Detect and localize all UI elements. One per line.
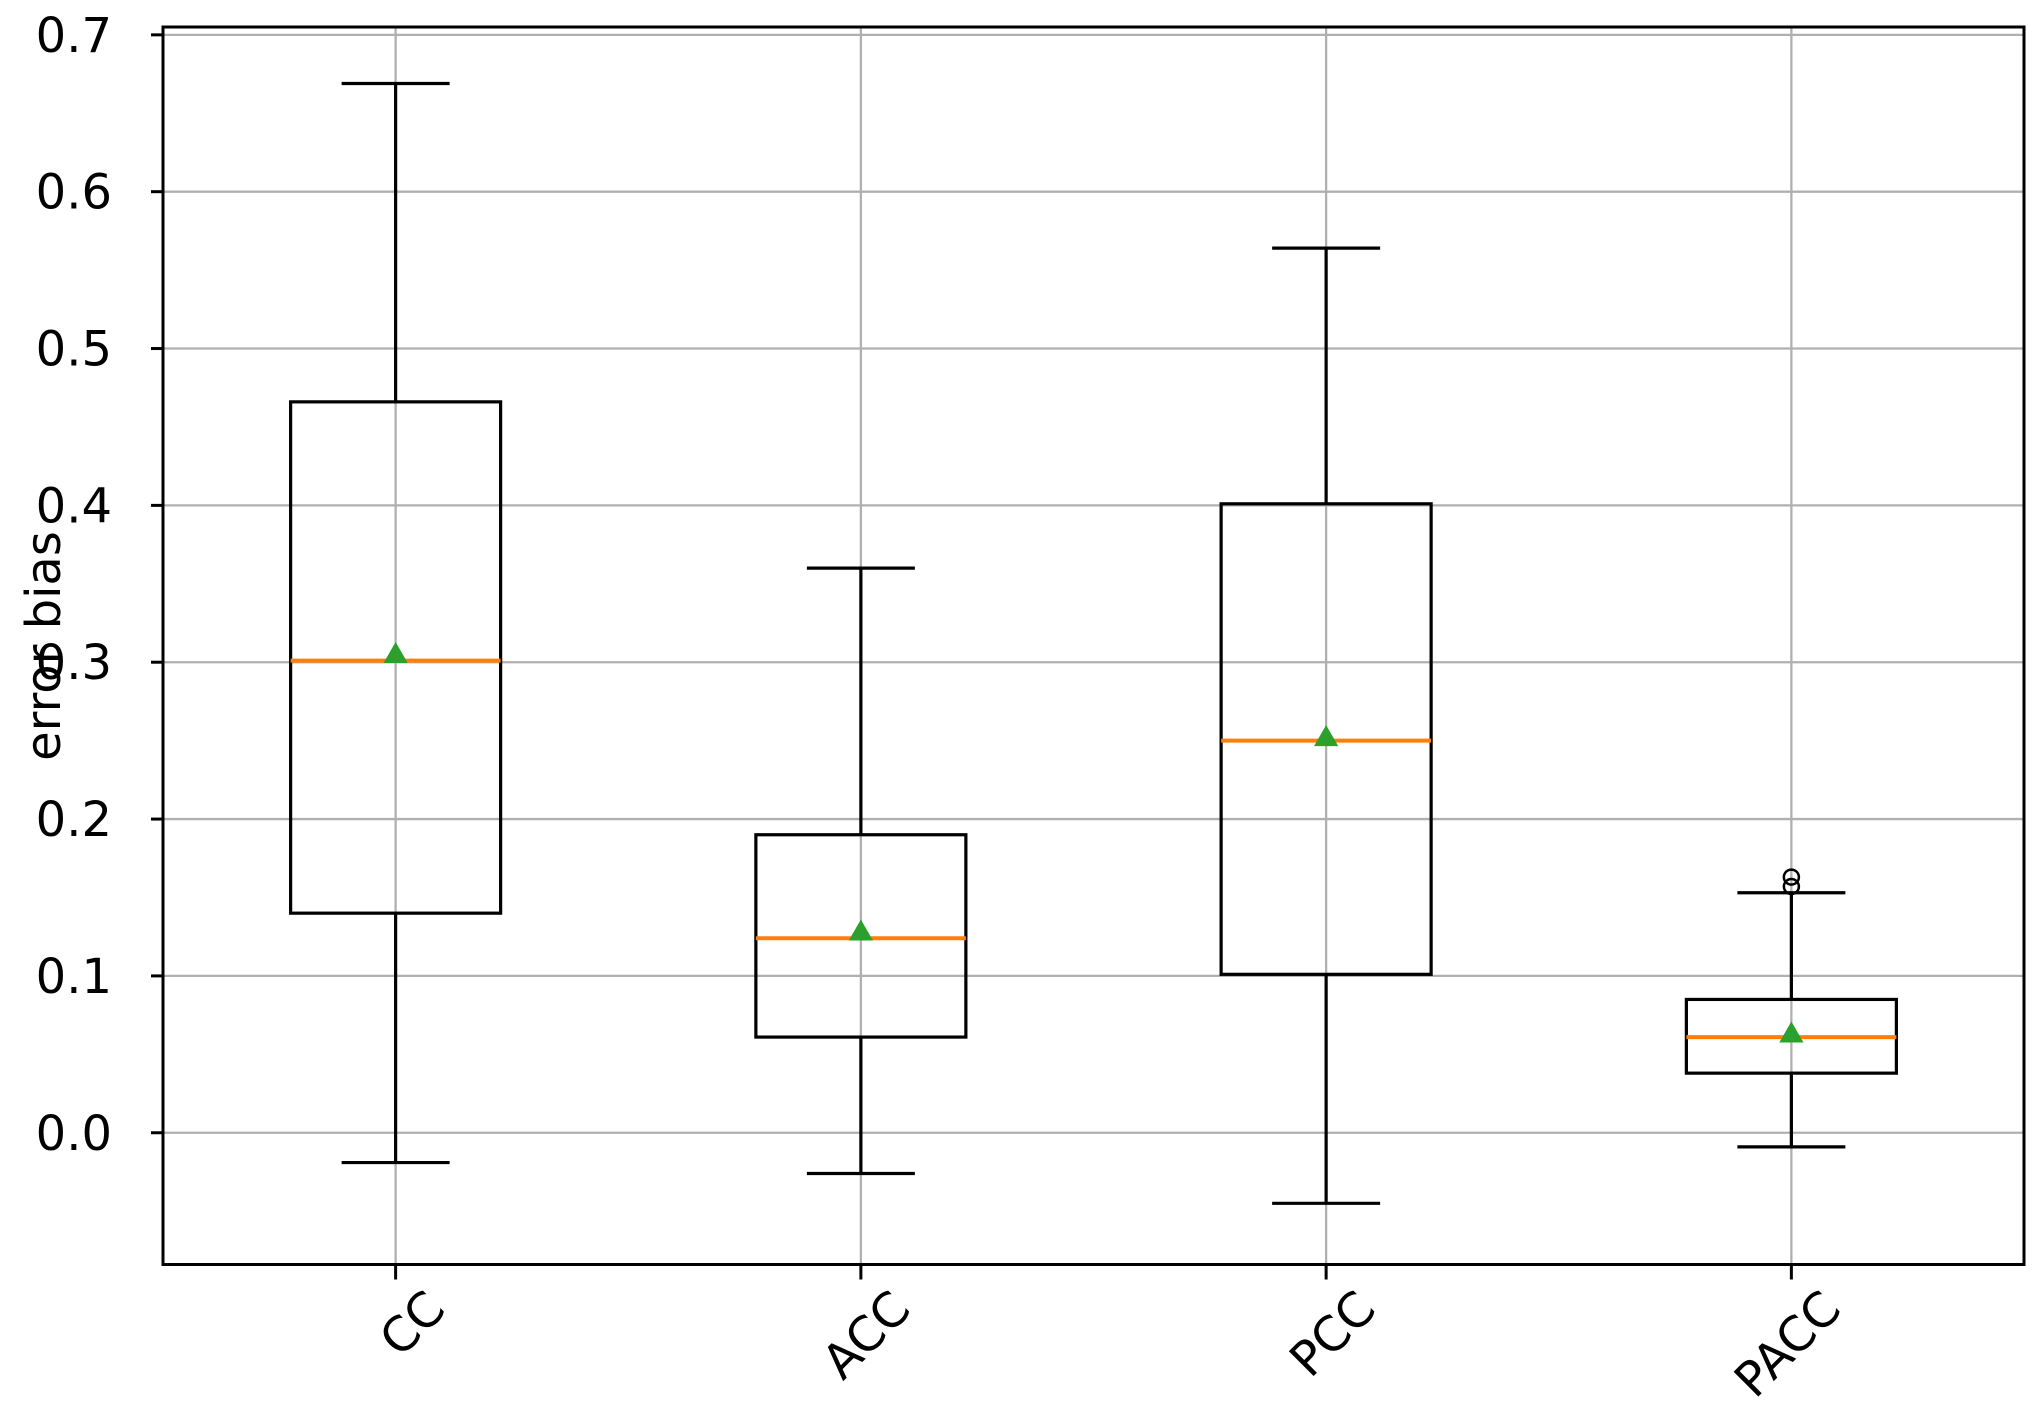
y-tick-label-0.7: 0.7 (36, 8, 112, 64)
x-tick-label-CC: CC (369, 1280, 456, 1367)
boxes-layer (289, 81, 1898, 1205)
box-group-CC (289, 81, 503, 1165)
mean-marker-PCC (1314, 725, 1339, 747)
axes-border (161, 25, 2026, 1266)
grid-layer (163, 27, 2024, 1265)
iqr-box-ACC (754, 833, 968, 1039)
labels-layer: error bias (16, 531, 72, 761)
y-tick-label-0.2: 0.2 (36, 792, 112, 848)
y-tick-label-0.3: 0.3 (36, 635, 112, 691)
box-group-ACC (754, 566, 968, 1176)
y-tick-label-0.5: 0.5 (36, 322, 112, 378)
mean-marker-ACC (848, 919, 873, 941)
axes-layer: 0.0 0.1 0.2 0.3 0.4 0.5 0.6 0.7 CC ACC PCC PACC (36, 8, 2026, 1408)
y-tick-label-0.6: 0.6 (36, 165, 112, 221)
mean-marker-CC (383, 641, 408, 663)
box-group-PCC (1219, 246, 1433, 1205)
iqr-box-CC (289, 400, 503, 915)
y-axis-label: error bias (16, 531, 72, 761)
y-tick-label-0.4: 0.4 (36, 478, 112, 534)
outlier-PACC-0 (1782, 877, 1801, 896)
box-group-PACC (1684, 868, 1898, 1149)
y-tick-label-0.1: 0.1 (36, 949, 112, 1005)
outlier-PACC-1 (1782, 868, 1801, 886)
x-tick-label-ACC: ACC (812, 1280, 922, 1390)
y-tick-label-0: 0.0 (36, 1106, 112, 1162)
x-tick-label-PCC: PCC (1279, 1280, 1386, 1387)
x-tick-label-PACC: PACC (1724, 1280, 1852, 1408)
mean-marker-PACC (1779, 1021, 1804, 1043)
